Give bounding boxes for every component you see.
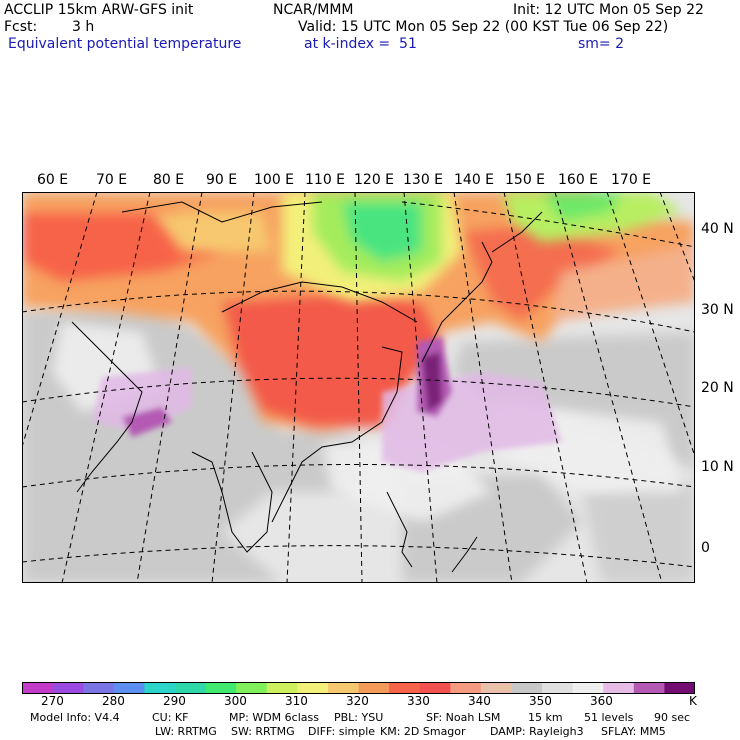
colorbar-tick-label: 270 xyxy=(41,694,64,708)
colorbar-tick-label: 320 xyxy=(346,694,369,708)
colorbar-swatch xyxy=(664,682,695,694)
colorbar-swatch xyxy=(144,682,176,694)
colorbar-swatch xyxy=(297,682,329,694)
colorbar-swatch xyxy=(572,682,604,694)
colorbar-units: K xyxy=(689,694,697,708)
model-info: PBL: YSU xyxy=(334,711,384,724)
colorbar-tick-label: 280 xyxy=(102,694,125,708)
colorbar-swatch xyxy=(205,682,237,694)
init-time: Init: 12 UTC Mon 05 Sep 22 xyxy=(513,2,704,18)
lon-label: 60 E xyxy=(37,172,69,188)
lat-label: 10 N xyxy=(701,459,734,475)
model-info: KM: 2D Smagor xyxy=(380,725,466,738)
model-info: 51 levels xyxy=(584,711,634,724)
lon-label: 170 E xyxy=(611,172,652,188)
colorbar-swatch xyxy=(450,682,482,694)
colorbar-swatch xyxy=(236,682,268,694)
forecast-label: Fcst: xyxy=(4,19,38,35)
colorbar-swatch xyxy=(113,682,145,694)
model-info: CU: KF xyxy=(152,711,189,724)
colorbar-swatch xyxy=(22,682,54,694)
cool-band xyxy=(152,192,682,302)
lon-label: 100 E xyxy=(254,172,295,188)
model-info: MP: WDM 6class xyxy=(229,711,319,724)
colorbar-swatch xyxy=(327,682,360,694)
colorbar-swatch xyxy=(480,682,513,694)
lat-label: 40 N xyxy=(701,221,734,237)
model-info: SF: Noah LSM xyxy=(426,711,501,724)
map-panel xyxy=(22,192,695,583)
lon-label: 80 E xyxy=(153,172,185,188)
model-info: SW: RRTMG xyxy=(231,725,295,738)
lon-lines xyxy=(22,192,695,583)
colorbar-swatch xyxy=(511,682,543,694)
forecast-hours: 3 h xyxy=(72,19,95,35)
lon-label: 90 E xyxy=(206,172,238,188)
lat-label: 0 xyxy=(701,540,710,556)
lon-label: 160 E xyxy=(558,172,599,188)
colorbar-tick-label: 360 xyxy=(590,694,613,708)
lon-label: 140 E xyxy=(454,172,495,188)
colorbar-swatch xyxy=(389,682,421,694)
colorbar-swatch xyxy=(83,682,115,694)
colorbar-border xyxy=(22,682,695,694)
colorbar-swatch xyxy=(266,682,298,694)
colorbar-swatch xyxy=(52,682,84,694)
lon-label: 130 E xyxy=(403,172,444,188)
lat-lines xyxy=(22,201,695,568)
colorbar-tick-label: 340 xyxy=(468,694,491,708)
colorbar-swatch xyxy=(603,682,635,694)
colorbar-tick-label: 350 xyxy=(529,694,552,708)
smoothing: sm= 2 xyxy=(578,36,625,52)
model-info: LW: RRTMG xyxy=(155,725,217,738)
colorbar-swatch xyxy=(419,682,451,694)
colorbar-swatch xyxy=(358,682,390,694)
model-info: 15 km xyxy=(528,711,563,724)
colorbar-tick-label: 300 xyxy=(224,694,247,708)
colorbar-tick-label: 330 xyxy=(407,694,430,708)
field-name: Equivalent potential temperature xyxy=(8,36,242,52)
model-info: 90 sec xyxy=(654,711,691,724)
model-title: ACCLIP 15km ARW-GFS init xyxy=(4,2,194,18)
model-info: DAMP: Rayleigh3 xyxy=(490,725,584,738)
lon-label: 110 E xyxy=(305,172,346,188)
lon-label: 70 E xyxy=(96,172,128,188)
model-info: SFLAY: MM5 xyxy=(601,725,666,738)
lat-label: 20 N xyxy=(701,380,734,396)
colorbar-tick-label: 290 xyxy=(163,694,186,708)
colorbar xyxy=(22,682,695,694)
colorbar-swatch xyxy=(633,682,666,694)
lon-label: 120 E xyxy=(354,172,395,188)
model-info: Model Info: V4.4 xyxy=(30,711,120,724)
colorbar-swatch xyxy=(174,682,207,694)
lat-label: 30 N xyxy=(701,302,734,318)
purple-field xyxy=(92,337,562,472)
level-index: at k-index = 51 xyxy=(304,36,417,52)
colorbar-swatch xyxy=(542,682,574,694)
colorbar-tick-label: 310 xyxy=(285,694,308,708)
model-info: DIFF: simple xyxy=(308,725,376,738)
valid-time: Valid: 15 UTC Mon 05 Sep 22 (00 KST Tue … xyxy=(298,19,669,35)
lon-label: 150 E xyxy=(505,172,546,188)
center-name: NCAR/MMM xyxy=(273,2,354,18)
